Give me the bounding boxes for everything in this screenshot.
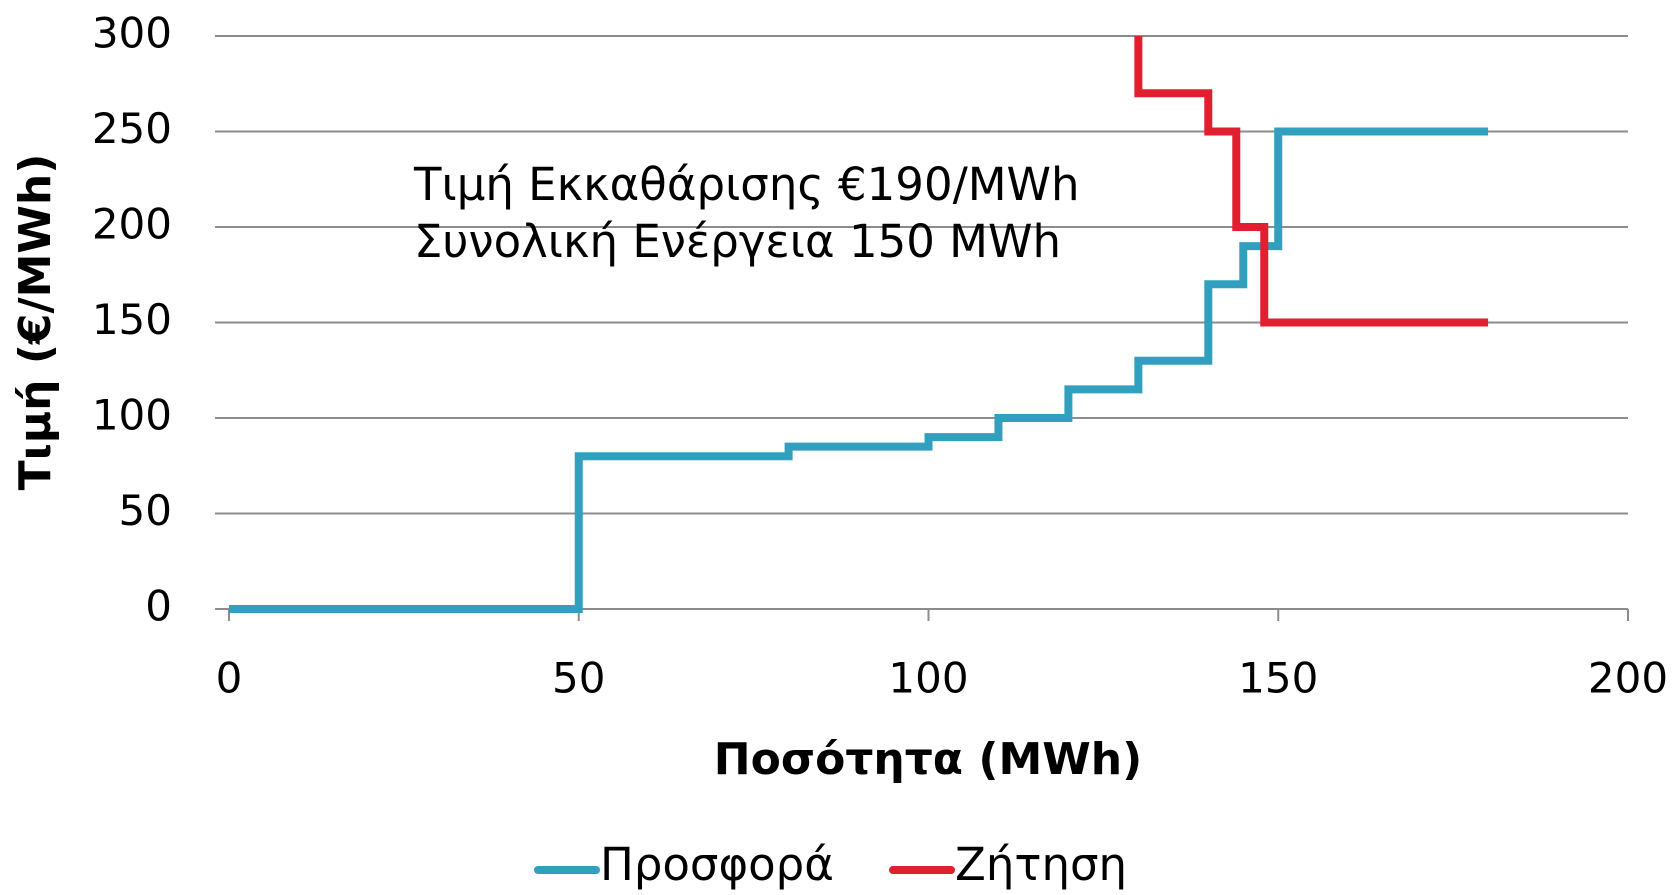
y-tick-label: 0 [145,582,172,631]
x-tick-label: 50 [552,654,605,703]
legend-label: Ζήτηση [955,838,1127,891]
annotation: Συνολική Ενέργεια 150 MWh [414,215,1061,268]
annotation: Τιμή Εκκαθάρισης €190/MWh [413,158,1080,211]
x-tick-label: 200 [1588,654,1668,703]
y-tick-label: 200 [92,200,172,249]
x-tick-label: 0 [216,654,243,703]
y-tick-label: 300 [92,9,172,58]
series-line [1134,36,1489,327]
y-tick-label: 150 [92,295,172,344]
y-tick-label: 250 [92,104,172,153]
y-tick-label: 50 [119,486,172,535]
x-tick-label: 100 [888,654,968,703]
legend-label: Προσφορά [600,838,834,891]
y-tick-label: 100 [92,391,172,440]
x-tick-label: 150 [1238,654,1318,703]
x-axis-label: Ποσότητα (MWh) [714,734,1142,785]
y-axis-label: Τιμή (€/MWh) [10,154,61,491]
series-line [229,127,1489,613]
